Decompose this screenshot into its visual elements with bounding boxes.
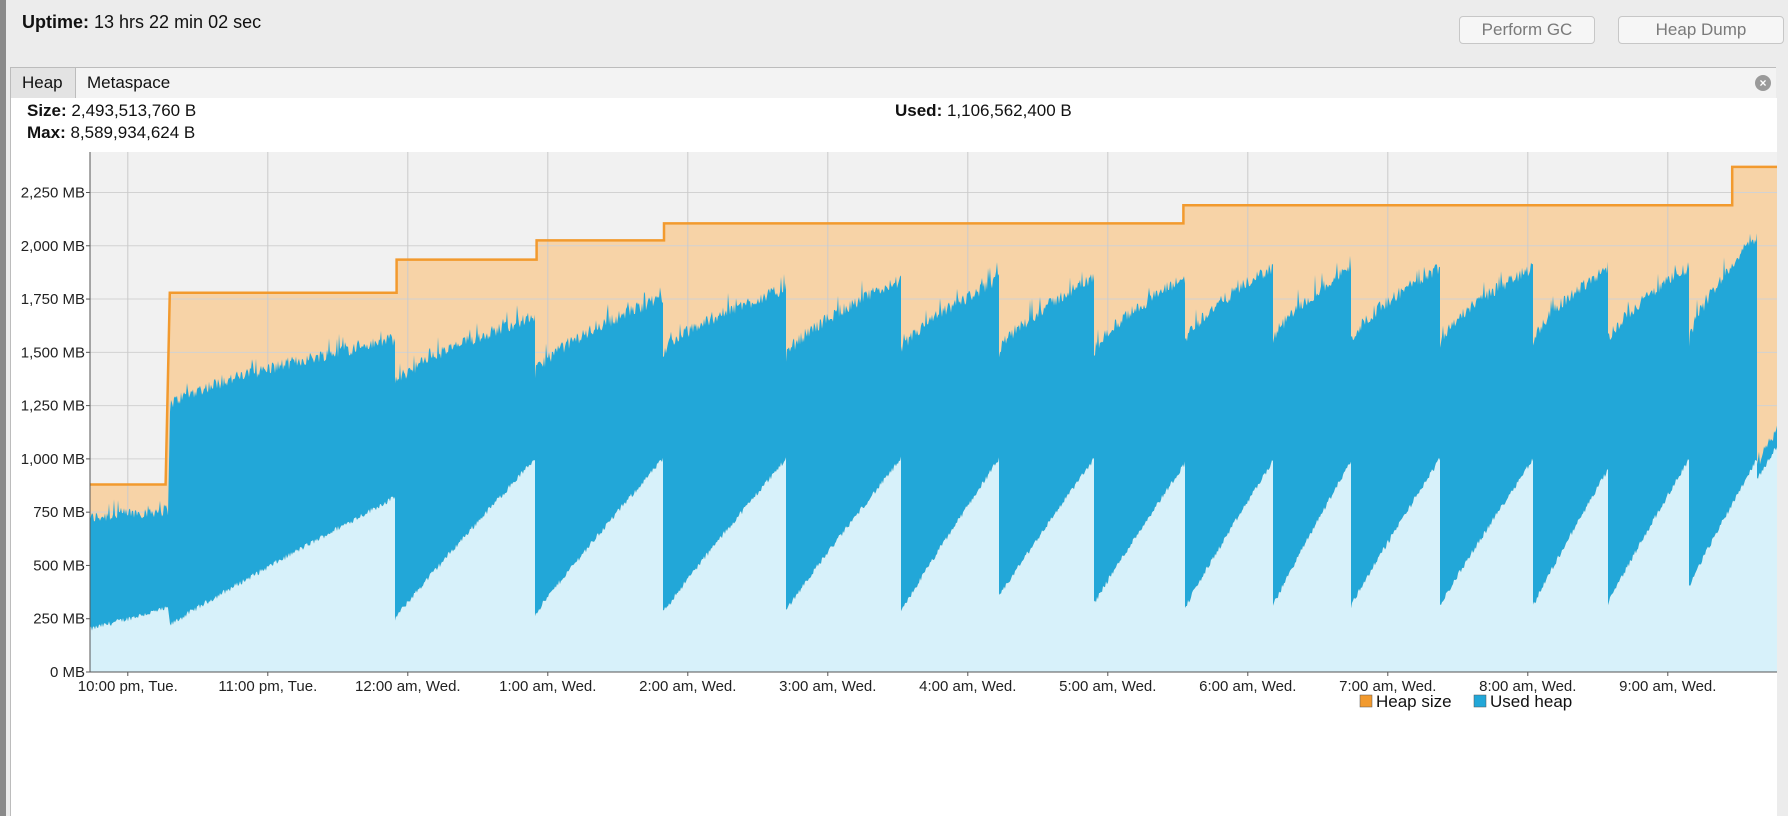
x-tick-label: 5:00 am, Wed. [1059,678,1156,695]
size-value: 2,493,513,760 B [71,101,197,120]
y-tick-label: 500 MB [33,557,85,574]
used-label: Used: [895,101,943,120]
x-tick-label: 9:00 am, Wed. [1619,678,1716,695]
x-tick-label: 8:00 am, Wed. [1479,678,1576,695]
heap-size-series [90,165,1777,486]
used-heap-series [90,233,1777,631]
y-tick-label: 250 MB [33,611,85,628]
uptime-display: Uptime: 13 hrs 22 min 02 sec [22,12,261,33]
used-stat: Used: 1,106,562,400 B [895,101,1072,121]
window-edge [0,0,6,816]
max-value: 8,589,934,624 B [70,123,196,142]
y-tick-label: 750 MB [33,504,85,521]
legend-swatch [1359,694,1373,708]
legend-swatch [1473,694,1487,708]
tab-heap[interactable]: Heap [10,68,76,98]
x-tick-label: 12:00 am, Wed. [355,678,461,695]
heap-chart: 0 MB 250 MB 500 MB 750 MB 1,000 MB 1,250 MB 1,… [21,152,1777,711]
x-tick-label: 7:00 am, Wed. [1339,678,1436,695]
size-stat: Size: 2,493,513,760 B [27,101,196,121]
uptime-label: Uptime: [22,12,89,32]
max-label: Max: [27,123,66,142]
legend-label: Used heap [1490,692,1572,711]
size-label: Size: [27,101,67,120]
x-tick-label: 6:00 am, Wed. [1199,678,1296,695]
x-tick-label: 1:00 am, Wed. [499,678,596,695]
y-tick-label: 0 MB [50,664,85,681]
heap-panel: Size: 2,493,513,760 B Max: 8,589,934,624… [10,98,1777,816]
heap-dump-button[interactable]: Heap Dump [1618,16,1784,44]
legend-label: Heap size [1376,692,1452,711]
monitor-header: Uptime: 13 hrs 22 min 02 sec Perform GC … [6,0,1788,66]
y-tick-label: 2,000 MB [21,238,85,255]
perform-gc-button[interactable]: Perform GC [1459,16,1595,44]
y-tick-label: 1,250 MB [21,398,85,415]
close-icon[interactable]: × [1755,75,1771,91]
x-tick-label: 11:00 pm, Tue. [218,678,317,695]
tab-metaspace[interactable]: Metaspace [87,73,171,92]
x-tick-label: 3:00 am, Wed. [779,678,876,695]
tab-bar: Heap Metaspace × [10,67,1776,99]
used-heap-baseline-area [90,447,1777,672]
used-value: 1,106,562,400 B [946,101,1072,120]
y-tick-label: 1,500 MB [21,344,85,361]
y-tick-label: 1,750 MB [21,291,85,308]
x-tick-label: 10:00 pm, Tue. [78,678,178,695]
max-stat: Max: 8,589,934,624 B [27,123,195,143]
x-tick-label: 2:00 am, Wed. [639,678,736,695]
x-tick-label: 4:00 am, Wed. [919,678,1016,695]
y-tick-label: 2,250 MB [21,184,85,201]
y-tick-label: 1,000 MB [21,451,85,468]
uptime-value: 13 hrs 22 min 02 sec [94,12,262,32]
